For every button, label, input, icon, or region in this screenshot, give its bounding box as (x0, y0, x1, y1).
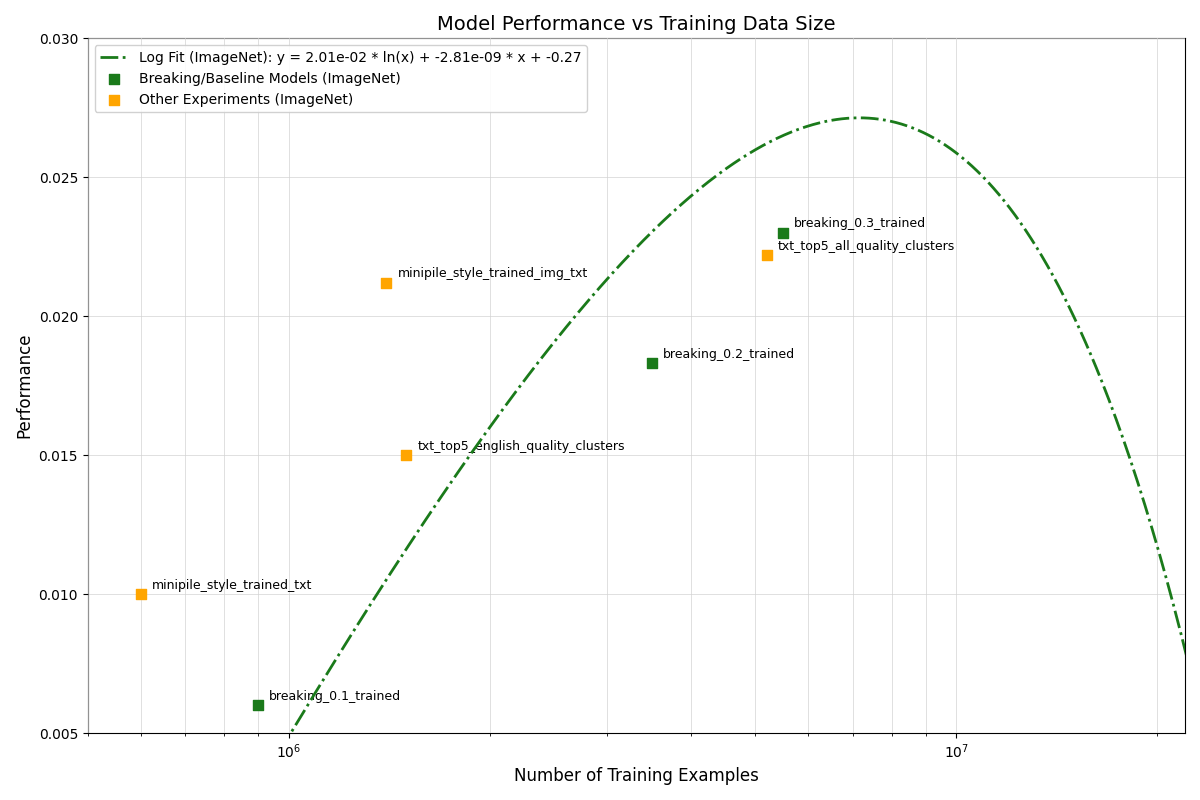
Breaking/Baseline Models (ImageNet) (642, 357, 661, 370)
Text: txt_top5_english_quality_clusters: txt_top5_english_quality_clusters (418, 440, 625, 453)
Other Experiments (ImageNet) (377, 277, 396, 290)
Log Fit (ImageNet): y = 2.01e-02 * ln(x) + -2.81e-09 * x + -0.27: (6.18e+06, 0.0269): y = 2.01e-02 * ln(x) + -2.81e-09 * x + -… (810, 118, 824, 128)
Line: Log Fit (ImageNet): y = 2.01e-02 * ln(x) + -2.81e-09 * x + -0.27: Log Fit (ImageNet): y = 2.01e-02 * ln(x)… (23, 118, 1200, 800)
Log Fit (ImageNet): y = 2.01e-02 * ln(x) + -2.81e-09 * x + -0.27: (4.94e+06, 0.0259): y = 2.01e-02 * ln(x) + -2.81e-09 * x + -… (744, 147, 758, 157)
Other Experiments (ImageNet) (397, 449, 416, 462)
Other Experiments (ImageNet) (131, 588, 150, 601)
Breaking/Baseline Models (ImageNet) (248, 699, 268, 712)
Text: minipile_style_trained_txt: minipile_style_trained_txt (151, 578, 312, 592)
Text: minipile_style_trained_img_txt: minipile_style_trained_img_txt (397, 267, 588, 280)
Legend: Log Fit (ImageNet): y = 2.01e-02 * ln(x) + -2.81e-09 * x + -0.27, Breaking/Basel: Log Fit (ImageNet): y = 2.01e-02 * ln(x)… (95, 46, 587, 112)
X-axis label: Number of Training Examples: Number of Training Examples (514, 767, 758, 785)
Text: breaking_0.1_trained: breaking_0.1_trained (269, 690, 402, 702)
Y-axis label: Performance: Performance (14, 333, 32, 438)
Text: breaking_0.3_trained: breaking_0.3_trained (794, 218, 926, 230)
Text: breaking_0.2_trained: breaking_0.2_trained (664, 348, 796, 361)
Title: Model Performance vs Training Data Size: Model Performance vs Training Data Size (437, 15, 835, 34)
Text: txt_top5_all_quality_clusters: txt_top5_all_quality_clusters (778, 239, 955, 253)
Log Fit (ImageNet): y = 2.01e-02 * ln(x) + -2.81e-09 * x + -0.27: (7.17e+06, 0.0271): y = 2.01e-02 * ln(x) + -2.81e-09 * x + -… (853, 113, 868, 122)
Other Experiments (ImageNet) (757, 249, 776, 262)
Breaking/Baseline Models (ImageNet) (774, 226, 793, 239)
